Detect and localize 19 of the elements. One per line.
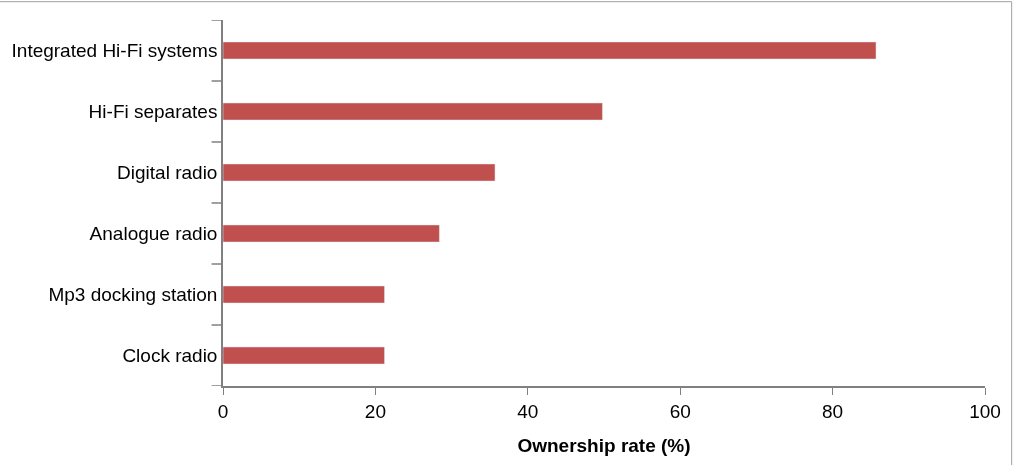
bar [223,224,440,243]
x-tick-label: 80 [822,400,844,422]
x-axis-title: Ownership rate (%) [517,434,691,456]
y-tick-label: Digital radio [117,162,218,184]
x-tick-label: 60 [669,400,691,422]
y-tick-label: Clock radio [122,345,218,367]
bar [223,285,385,304]
bar [223,41,877,60]
x-tick-label: 20 [364,400,386,422]
x-tick-label: 40 [517,400,539,422]
y-tick-label: Integrated Hi-Fi systems [11,40,218,62]
y-tick-label: Hi-Fi separates [88,101,218,123]
y-tick-label: Mp3 docking station [48,284,218,306]
x-tick-label: 0 [217,400,229,422]
bar [223,163,496,182]
bar [223,102,603,121]
y-tick-label: Analogue radio [89,223,218,245]
bar [223,346,385,365]
x-tick-label: 100 [969,400,1001,422]
